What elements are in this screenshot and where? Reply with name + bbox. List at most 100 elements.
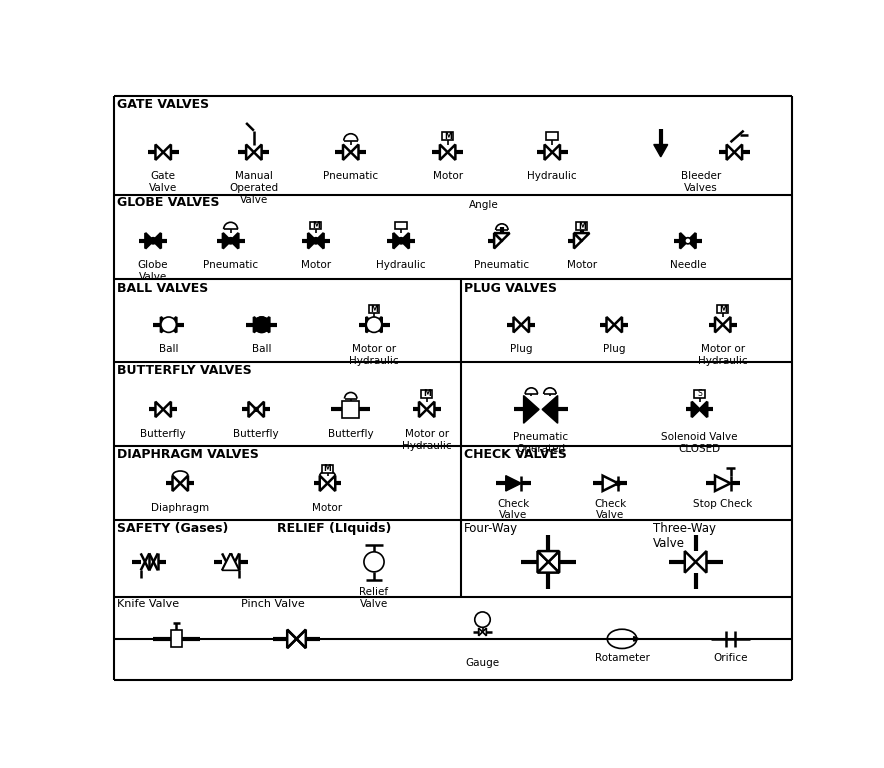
Polygon shape	[223, 233, 231, 249]
Text: Angle: Angle	[469, 200, 499, 210]
Text: Butterfly: Butterfly	[141, 429, 186, 439]
Polygon shape	[603, 475, 618, 491]
Bar	[322, 465, 333, 472]
Text: Motor or
Hydraulic: Motor or Hydraulic	[349, 344, 399, 366]
Polygon shape	[548, 551, 560, 573]
Text: BALL VALVES: BALL VALVES	[117, 282, 208, 295]
Text: M: M	[578, 222, 585, 230]
Polygon shape	[169, 317, 177, 333]
Text: GLOBE VALVES: GLOBE VALVES	[117, 196, 219, 209]
Polygon shape	[537, 562, 560, 573]
Polygon shape	[685, 551, 696, 573]
Polygon shape	[614, 317, 622, 333]
Polygon shape	[320, 475, 327, 491]
Polygon shape	[222, 554, 240, 571]
Circle shape	[398, 237, 404, 244]
Text: M: M	[423, 389, 431, 399]
Polygon shape	[574, 233, 582, 249]
Polygon shape	[680, 233, 688, 249]
Polygon shape	[254, 317, 262, 333]
Text: Motor: Motor	[432, 171, 462, 181]
Text: RELIEF (LIquids): RELIEF (LIquids)	[277, 521, 392, 535]
Polygon shape	[156, 144, 164, 160]
Polygon shape	[696, 551, 706, 573]
Polygon shape	[296, 630, 306, 648]
Text: M: M	[719, 305, 727, 314]
Polygon shape	[715, 317, 723, 333]
Text: DIAPHRAGM VALVES: DIAPHRAGM VALVES	[117, 448, 259, 461]
Polygon shape	[254, 144, 262, 160]
Polygon shape	[393, 233, 401, 249]
Circle shape	[150, 237, 156, 244]
Text: Pneumatic: Pneumatic	[324, 171, 378, 181]
Circle shape	[313, 237, 319, 244]
Circle shape	[227, 237, 233, 244]
Polygon shape	[419, 402, 427, 417]
Text: Gauge: Gauge	[466, 658, 499, 668]
Text: Rotameter: Rotameter	[595, 653, 650, 663]
Text: Plug: Plug	[510, 344, 532, 354]
Bar	[369, 306, 379, 313]
Polygon shape	[514, 317, 522, 333]
Text: Butterfly: Butterfly	[233, 429, 279, 439]
Circle shape	[685, 237, 691, 244]
Text: Motor or
Hydraulic: Motor or Hydraulic	[698, 344, 748, 366]
Bar	[576, 222, 587, 230]
Polygon shape	[256, 402, 264, 417]
Text: M: M	[444, 131, 452, 141]
Text: Relief
Valve: Relief Valve	[360, 588, 389, 609]
Polygon shape	[552, 144, 560, 160]
Text: S: S	[697, 389, 702, 399]
Text: Diaphragm: Diaphragm	[151, 502, 210, 512]
Text: Stop Check: Stop Check	[693, 498, 752, 508]
Text: Ball: Ball	[159, 344, 179, 354]
Text: Hydraulic: Hydraulic	[377, 260, 426, 270]
Text: BUTTERFLY VALVES: BUTTERFLY VALVES	[117, 364, 251, 377]
Polygon shape	[735, 144, 743, 160]
Text: Motor: Motor	[312, 502, 343, 512]
Text: Plug: Plug	[603, 344, 626, 354]
Polygon shape	[574, 233, 590, 241]
Polygon shape	[478, 628, 483, 636]
Text: M: M	[324, 464, 332, 473]
Polygon shape	[654, 144, 667, 157]
Polygon shape	[145, 233, 153, 249]
Circle shape	[616, 481, 621, 485]
Text: Solenoid Valve
CLOSED: Solenoid Valve CLOSED	[661, 432, 738, 454]
Bar	[546, 132, 559, 140]
Text: Motor or
Hydraulic: Motor or Hydraulic	[402, 429, 452, 451]
Polygon shape	[172, 475, 180, 491]
Polygon shape	[262, 317, 270, 333]
Text: Check
Valve: Check Valve	[498, 498, 530, 521]
Polygon shape	[366, 317, 374, 333]
Polygon shape	[506, 475, 522, 491]
Text: M: M	[370, 305, 377, 314]
Polygon shape	[164, 144, 171, 160]
Text: Motor: Motor	[301, 260, 331, 270]
Polygon shape	[180, 475, 188, 491]
Polygon shape	[447, 144, 455, 160]
Polygon shape	[692, 402, 699, 417]
Bar	[342, 401, 359, 418]
Text: Knife Valve: Knife Valve	[117, 599, 179, 609]
Polygon shape	[248, 402, 256, 417]
Bar	[694, 390, 705, 398]
Text: CHECK VALVES: CHECK VALVES	[464, 448, 567, 461]
Text: Pinch Valve: Pinch Valve	[240, 599, 304, 609]
Circle shape	[255, 408, 258, 412]
Text: Globe
Valve: Globe Valve	[138, 260, 168, 282]
Polygon shape	[153, 233, 161, 249]
Polygon shape	[164, 402, 171, 417]
Circle shape	[161, 317, 177, 333]
Text: Check
Valve: Check Valve	[594, 498, 627, 521]
Text: Ball: Ball	[252, 344, 271, 354]
Polygon shape	[606, 317, 614, 333]
Polygon shape	[522, 317, 529, 333]
Text: Manual
Operated
Valve: Manual Operated Valve	[229, 171, 278, 204]
Text: Orifice: Orifice	[713, 653, 748, 663]
Polygon shape	[483, 628, 486, 636]
Polygon shape	[542, 396, 558, 423]
Polygon shape	[723, 317, 730, 333]
Text: Four-Way: Four-Way	[464, 521, 518, 535]
Circle shape	[475, 612, 491, 627]
